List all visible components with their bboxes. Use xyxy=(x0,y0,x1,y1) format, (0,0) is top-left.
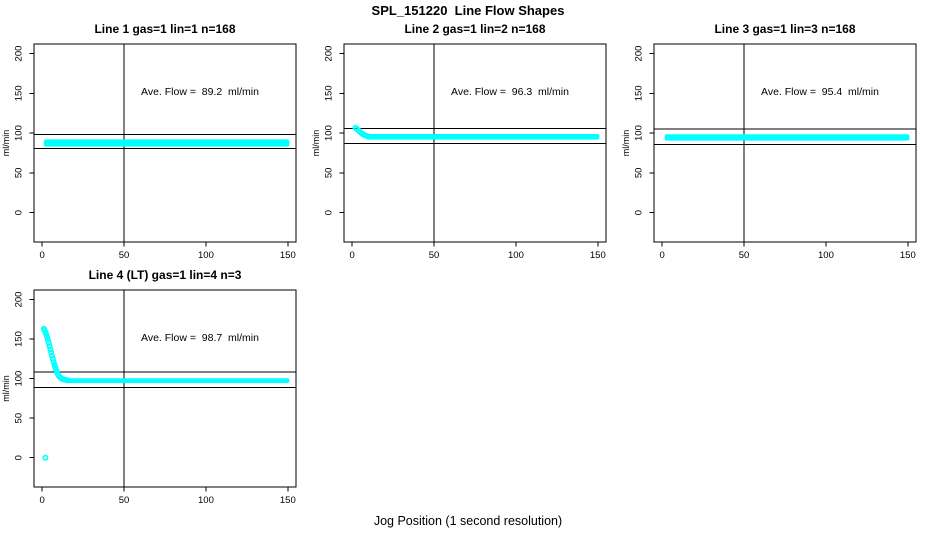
panel-3-y-tick-label: 100 xyxy=(633,125,644,141)
panel-1-plot-box xyxy=(33,43,297,243)
panel-4-y-tick-label: 100 xyxy=(13,371,24,387)
panel-2-title: Line 2 gas=1 lin=2 n=168 xyxy=(404,22,546,36)
panel-4-data-point xyxy=(48,349,55,356)
panel-1: 0 50 100 150 0 50 100 150 200 ml/min xyxy=(1,43,297,261)
panel-3-x-tick-label: 100 xyxy=(818,250,834,261)
panel-2-data-band xyxy=(366,134,600,140)
panel-2-plot-box xyxy=(343,43,607,243)
panel-4-x-tick-label: 150 xyxy=(280,495,296,506)
panel-3-x-tick-label: 50 xyxy=(739,250,750,261)
panel-4-data-point xyxy=(44,334,51,341)
panel-4-y-tick-label: 200 xyxy=(13,292,24,308)
panel-3-x-tick-label: 0 xyxy=(660,250,665,261)
panel-1-x-tick-label: 150 xyxy=(280,250,296,261)
panel-2-ave-flow-annotation: Ave. Flow = 96.3 ml/min xyxy=(451,86,569,98)
panel-2-data-point xyxy=(365,133,372,140)
panel-3-y-axis-label: ml/min xyxy=(621,130,631,157)
panel-1-y-tick-label: 0 xyxy=(13,210,24,215)
panel-3-y-tick-label: 200 xyxy=(633,46,644,62)
panel-2-y-tick-label: 200 xyxy=(323,46,334,62)
panel-2-x-tick-label: 0 xyxy=(350,250,355,261)
panel-4-data-point xyxy=(47,346,54,353)
panel-4-data-point xyxy=(49,355,56,362)
panel-2-y-axis-label: ml/min xyxy=(311,130,321,157)
panel-4-data-point xyxy=(44,336,51,343)
x-axis-label: Jog Position (1 second resolution) xyxy=(373,514,563,528)
panel-2-y-tick-label: 0 xyxy=(323,210,334,215)
panel-1-y-tick-label: 100 xyxy=(13,125,24,141)
panel-4-data-point xyxy=(43,331,50,338)
panel-2-x-tick-label: 150 xyxy=(590,250,606,261)
panel-1-x-tick-label: 0 xyxy=(40,250,45,261)
panel-4-y-tick-label: 150 xyxy=(13,331,24,347)
panel-4-ave-flow-annotation: Ave. Flow = 98.7 ml/min xyxy=(141,332,259,344)
panel-1-title: Line 1 gas=1 lin=1 n=168 xyxy=(94,22,236,36)
panel-4-y-axis-label: ml/min xyxy=(1,375,11,402)
panel-1-y-tick-label: 150 xyxy=(13,85,24,101)
panel-4-data-point xyxy=(65,377,72,384)
panel-3: 0 50 100 150 0 50 100 150 200 ml/min xyxy=(621,43,917,261)
panel-4: 0 50 100 150 0 50 100 150 200 ml/min xyxy=(1,289,297,506)
panel-3-x-tick-label: 150 xyxy=(900,250,916,261)
panel-1-x-tick-label: 100 xyxy=(198,250,214,261)
panel-4-title: Line 4 (LT) gas=1 lin=4 n=3 xyxy=(88,268,242,282)
panel-4-data-point xyxy=(42,454,49,461)
panel-1-y-tick-label: 200 xyxy=(13,46,24,62)
panel-1-y-tick-label: 50 xyxy=(13,168,24,179)
panel-3-ave-flow-annotation: Ave. Flow = 95.4 ml/min xyxy=(761,86,879,98)
panel-2-y-tick-label: 50 xyxy=(323,168,334,179)
panel-4-data-point xyxy=(50,358,57,365)
panel-2-y-tick-label: 150 xyxy=(323,85,334,101)
panel-4-x-tick-label: 0 xyxy=(40,495,45,506)
panel-4-data-band xyxy=(66,378,290,383)
panel-4-y-tick-label: 50 xyxy=(13,413,24,424)
panel-2-x-tick-label: 50 xyxy=(429,250,440,261)
panel-3-data-band xyxy=(664,134,910,141)
panel-4-data-point xyxy=(51,361,58,368)
panel-4-y-tick-label: 0 xyxy=(13,455,24,460)
panel-1-x-tick-label: 50 xyxy=(119,250,130,261)
panel-2-y-tick-label: 100 xyxy=(323,125,334,141)
panel-1-y-axis-label: ml/min xyxy=(1,130,11,157)
panel-2-x-tick-label: 100 xyxy=(508,250,524,261)
panel-2: 0 50 100 150 0 50 100 150 200 ml/min xyxy=(311,43,607,261)
panel-4-data-point xyxy=(46,343,53,350)
panel-3-title: Line 3 gas=1 lin=3 n=168 xyxy=(714,22,856,36)
panel-4-x-tick-label: 100 xyxy=(198,495,214,506)
panel-4-data-point xyxy=(45,340,52,347)
panel-3-y-tick-label: 0 xyxy=(633,210,644,215)
panel-3-y-tick-label: 150 xyxy=(633,85,644,101)
panel-4-plot-box xyxy=(33,289,297,488)
panel-3-y-tick-label: 50 xyxy=(633,168,644,179)
panel-4-data-point xyxy=(49,352,56,359)
panel-1-ave-flow-annotation: Ave. Flow = 89.2 ml/min xyxy=(141,86,259,98)
panel-4-x-tick-label: 50 xyxy=(119,495,130,506)
chart-title: SPL_151220 Line Flow Shapes xyxy=(371,3,565,18)
panel-3-plot-box xyxy=(653,43,917,243)
panel-1-data-band xyxy=(43,139,290,147)
